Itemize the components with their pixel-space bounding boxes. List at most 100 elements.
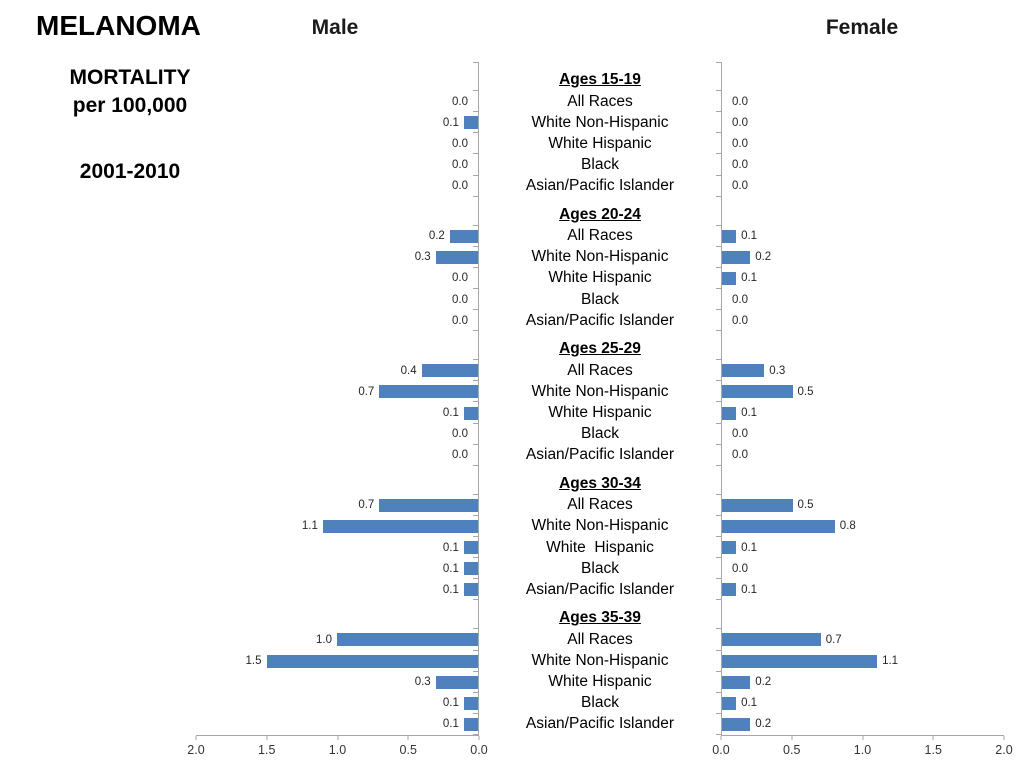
female-bar-row: 0.2 <box>716 714 1004 736</box>
female-value-label: 0.1 <box>741 697 758 710</box>
female-value-label: 0.7 <box>825 633 842 646</box>
race-label-row: Black <box>479 693 721 714</box>
race-label-row: White Non-Hispanic <box>479 381 721 402</box>
female-bar-row: 0.0 <box>716 289 1004 311</box>
male-value-label: 0.7 <box>358 499 375 512</box>
male-bar <box>463 696 478 710</box>
x-axis-label: 0.0 <box>470 743 488 757</box>
male-value-label: 0.1 <box>442 718 459 731</box>
age-group-labels: Ages 15-19 All Races White Non-Hispanic Whi… <box>479 62 721 197</box>
race-label-row: All Races <box>479 629 721 650</box>
subtitle: MORTALITY per 100,000 <box>40 64 220 120</box>
x-axis-label: 0.0 <box>712 743 730 757</box>
age-group-header-row: Ages 30-34 <box>479 466 721 495</box>
female-value-label: 1.1 <box>882 655 899 668</box>
age-group-header: Ages 15-19 <box>559 71 641 88</box>
race-label: Asian/Pacific Islander <box>525 311 675 329</box>
race-label: All Races <box>567 630 633 648</box>
female-bar-row: 0.0 <box>716 558 1004 580</box>
period-label: 2001-2010 <box>79 160 181 183</box>
female-bar <box>722 654 878 668</box>
race-label: White Hispanic <box>548 404 652 421</box>
female-bar-row: 0.3 <box>716 360 1004 382</box>
age-group-female-bars: 0.3 0.5 0.1 0.0 0.0 <box>716 331 1004 466</box>
female-bar-row: 0.1 <box>716 226 1004 247</box>
female-bar-row: 0.0 <box>716 445 1004 466</box>
tornado-chart: 0.0 0.1 0.0 0.0 0.0 0.2 0.3 0.0 0.0 0.0 0.4 0.7 0.1 0… <box>187 62 1013 762</box>
x-axis-tick <box>862 736 863 740</box>
age-group-labels: Ages 35-39 All Races White Non-Hispanic Whi… <box>479 600 721 735</box>
male-value-label: 0.0 <box>452 428 468 441</box>
age-group-header: Ages 20-24 <box>559 205 641 223</box>
age-group-male-bars: 1.0 1.5 0.3 0.1 0.1 <box>196 600 478 736</box>
male-value-label: 0.3 <box>414 251 431 264</box>
race-label: All Races <box>567 92 633 110</box>
male-bar <box>435 675 478 689</box>
male-bar <box>322 519 478 533</box>
female-plot: 0.0 0.0 0.0 0.0 0.0 0.1 0.2 0.1 0.0 0.0 0.3 0.5 0.1 0… <box>716 62 1004 736</box>
female-bar-row: 0.7 <box>716 629 1004 651</box>
male-header-spacer <box>196 331 478 361</box>
male-bar-row: 1.1 <box>196 516 478 538</box>
female-value-label: 0.0 <box>732 95 748 108</box>
male-bar-row: 0.3 <box>196 672 478 693</box>
male-bar-row: 0.0 <box>196 424 478 445</box>
age-group-labels: Ages 25-29 All Races White Non-Hispanic Whi… <box>479 331 721 466</box>
x-axis-label: 0.5 <box>783 743 801 757</box>
x-axis-tick <box>407 736 409 740</box>
age-group-header-row: Ages 20-24 <box>479 197 721 226</box>
male-bar <box>266 654 478 668</box>
female-bar-row: 0.1 <box>716 693 1004 715</box>
male-value-label: 0.1 <box>442 697 459 710</box>
x-axis-label: 1.5 <box>258 743 276 757</box>
female-bar <box>722 633 821 647</box>
race-label-row: All Races <box>479 360 721 381</box>
female-bar-row: 0.0 <box>716 310 1004 332</box>
male-bar-row: 0.0 <box>196 310 478 332</box>
female-value-label: 0.1 <box>741 272 758 285</box>
female-header-spacer <box>716 331 1004 361</box>
age-group-male-bars: 0.4 0.7 0.1 0.0 0.0 <box>196 331 478 466</box>
male-bar <box>337 633 478 647</box>
male-value-label: 0.1 <box>442 562 459 575</box>
male-bar-row: 0.7 <box>196 381 478 403</box>
male-bar-row: 0.1 <box>196 112 478 134</box>
age-group-female-bars: 0.0 0.0 0.0 0.0 0.0 <box>716 62 1004 197</box>
category-label-column: Ages 15-19 All Races White Non-Hispanic Whi… <box>479 62 721 735</box>
x-axis-label: 2.0 <box>995 743 1013 757</box>
female-bar-row: 0.0 <box>716 112 1004 134</box>
race-label-row: White Hispanic <box>479 537 721 558</box>
subtitle-line-1: MORTALITY <box>69 66 191 89</box>
age-group-labels: Ages 30-34 All Races White Non-Hispanic Whi… <box>479 466 721 601</box>
race-label: White Hispanic <box>548 134 652 152</box>
race-label: Black <box>581 290 619 308</box>
male-bar-row: 0.7 <box>196 495 478 517</box>
female-value-label: 0.0 <box>732 158 748 171</box>
female-value-label: 0.1 <box>741 230 758 243</box>
female-bar <box>722 385 793 399</box>
male-value-label: 0.0 <box>452 158 468 171</box>
x-axis-label: 2.0 <box>187 743 205 757</box>
male-bar-row: 0.4 <box>196 360 478 382</box>
female-bar-row: 0.0 <box>716 424 1004 445</box>
female-bar <box>722 271 737 285</box>
age-group-header-row: Ages 15-19 <box>479 62 721 91</box>
male-header-spacer <box>196 197 478 226</box>
race-label: White Non-Hispanic <box>531 652 669 670</box>
male-bar-row: 0.1 <box>196 693 478 715</box>
female-bar-row: 0.1 <box>716 268 1004 290</box>
age-group-female-bars: 0.1 0.2 0.1 0.0 0.0 <box>716 197 1004 332</box>
x-axis-tick <box>932 736 934 740</box>
male-bar-row: 0.0 <box>196 289 478 311</box>
page-title: MELANOMA <box>36 10 201 41</box>
race-label-row: White Non-Hispanic <box>479 112 721 133</box>
female-value-label: 0.2 <box>755 251 772 264</box>
male-bar-row: 0.1 <box>196 558 478 580</box>
x-axis-tick <box>266 736 268 740</box>
male-bar <box>379 498 478 512</box>
female-value-label: 0.5 <box>797 499 814 512</box>
race-label: White Non-Hispanic <box>531 382 669 400</box>
race-label: All Races <box>567 227 633 245</box>
x-axis-label: 1.5 <box>924 743 942 757</box>
